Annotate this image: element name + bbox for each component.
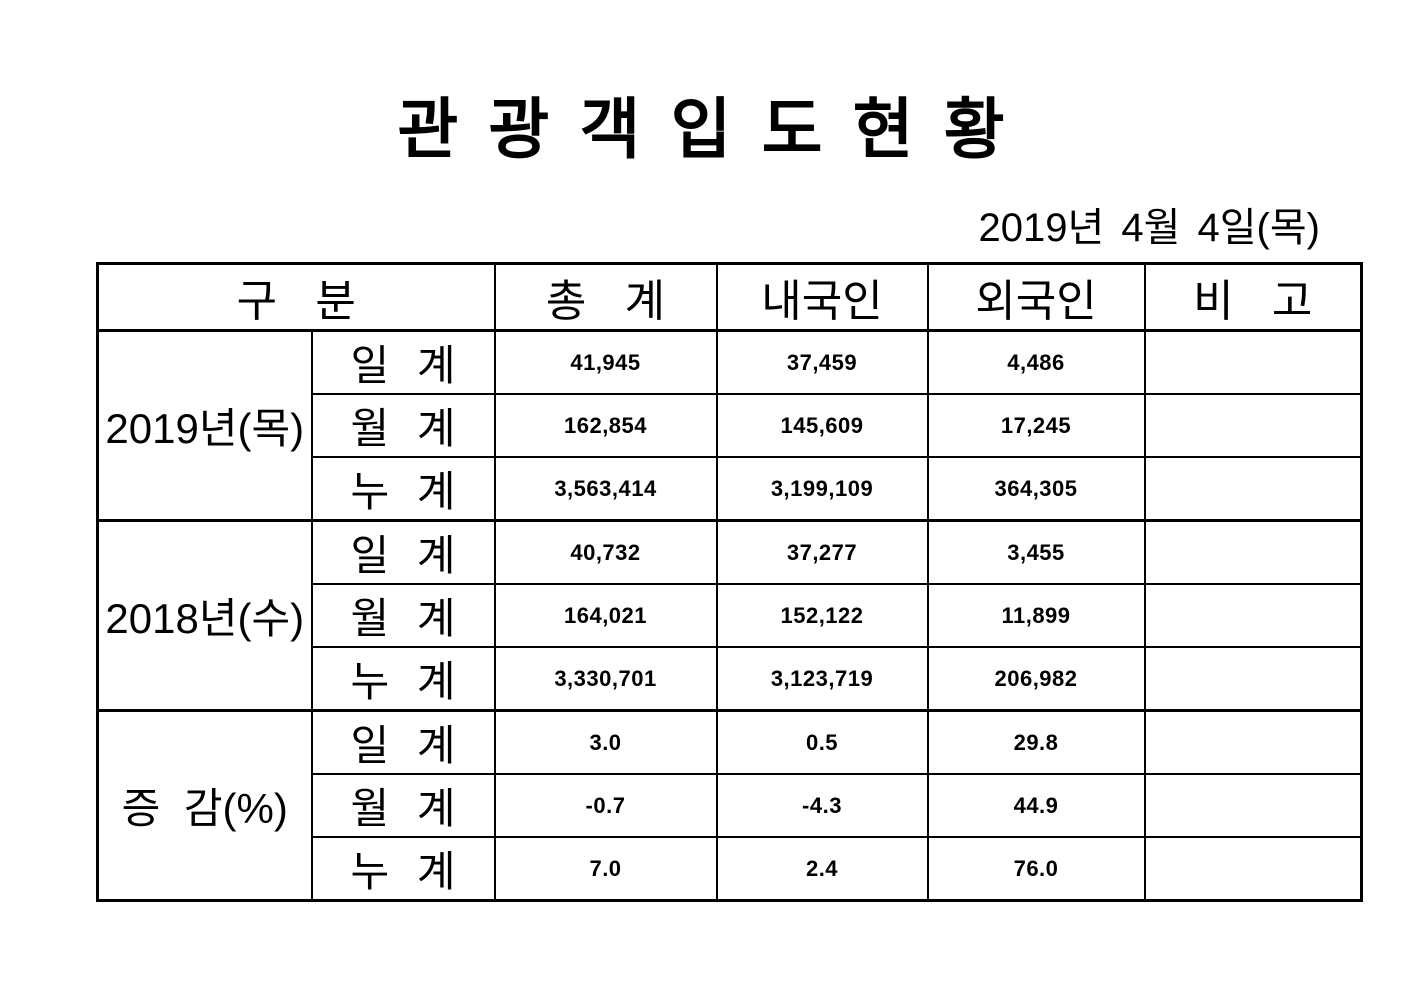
- table-row: 증 감(%) 일 계 3.0 0.5 29.8: [96, 709, 1363, 902]
- table-row: 월 계 164,021 152,122 11,899: [98, 583, 1363, 648]
- value-foreign: 29.8: [926, 709, 1146, 775]
- note-cell: [1143, 583, 1363, 648]
- header-domestic: 내국인: [715, 262, 929, 332]
- header-foreign: 외국인: [926, 262, 1146, 332]
- value-total: 7.0: [493, 836, 718, 902]
- document-page: 관 광 객 입 도 현 황 2019년 4월 4일(목) 구 분 총 계 내국인…: [0, 96, 1403, 992]
- value-domestic: 37,277: [715, 519, 929, 585]
- value-domestic: 3,123,719: [715, 646, 929, 712]
- table-row: 월 계 -0.7 -4.3 44.9: [98, 773, 1363, 838]
- value-foreign: 4,486: [926, 329, 1146, 395]
- header-total: 총 계: [493, 262, 718, 332]
- value-domestic: 37,459: [715, 329, 929, 395]
- value-foreign: 206,982: [926, 646, 1146, 712]
- header-note: 비 고: [1143, 262, 1363, 332]
- note-cell: [1143, 646, 1363, 712]
- value-foreign: 17,245: [926, 393, 1146, 458]
- value-foreign: 364,305: [926, 456, 1146, 522]
- value-domestic: -4.3: [715, 773, 929, 838]
- table-row: 누 계 3,563,414 3,199,109 364,305: [98, 456, 1363, 522]
- table-header-row: 구 분 총 계 내국인 외국인 비 고: [96, 262, 1363, 332]
- report-date: 2019년 4월 4일(목): [978, 206, 1320, 250]
- table-row: 2018년(수) 일 계 40,732 37,277 3,455: [96, 519, 1363, 712]
- note-cell: [1143, 709, 1363, 775]
- value-total: 40,732: [493, 519, 718, 585]
- page-title: 관 광 객 입 도 현 황: [397, 92, 1006, 166]
- row-label-monthly: 월 계: [310, 393, 496, 458]
- value-total: 164,021: [493, 583, 718, 648]
- value-foreign: 76.0: [926, 836, 1146, 902]
- table-row: 월 계 162,854 145,609 17,245: [98, 393, 1363, 458]
- group-label-2018: 2018년(수): [96, 519, 313, 712]
- value-total: 3,330,701: [493, 646, 718, 712]
- value-domestic: 152,122: [715, 583, 929, 648]
- note-cell: [1143, 773, 1363, 838]
- row-label-monthly: 월 계: [310, 773, 496, 838]
- value-foreign: 3,455: [926, 519, 1146, 585]
- header-category: 구 분: [96, 262, 496, 332]
- row-label-daily: 일 계: [310, 709, 496, 775]
- row-label-daily: 일 계: [310, 519, 496, 585]
- value-domestic: 3,199,109: [715, 456, 929, 522]
- note-cell: [1143, 456, 1363, 522]
- value-foreign: 11,899: [926, 583, 1146, 648]
- value-domestic: 145,609: [715, 393, 929, 458]
- table-row: 누 계 7.0 2.4 76.0: [98, 836, 1363, 902]
- value-total: 162,854: [493, 393, 718, 458]
- note-cell: [1143, 519, 1363, 585]
- row-label-cumulative: 누 계: [310, 646, 496, 712]
- value-total: 3,563,414: [493, 456, 718, 522]
- row-label-monthly: 월 계: [310, 583, 496, 648]
- note-cell: [1143, 329, 1363, 395]
- value-total: -0.7: [493, 773, 718, 838]
- row-label-daily: 일 계: [310, 329, 496, 395]
- tourist-arrival-table: 구 분 총 계 내국인 외국인 비 고 2019년(목) 일 계 41,945 …: [96, 262, 1363, 902]
- row-label-cumulative: 누 계: [310, 456, 496, 522]
- note-cell: [1143, 836, 1363, 902]
- value-domestic: 2.4: [715, 836, 929, 902]
- table-row: 누 계 3,330,701 3,123,719 206,982: [98, 646, 1363, 712]
- group-label-2019: 2019년(목): [96, 329, 313, 522]
- table-row: 2019년(목) 일 계 41,945 37,459 4,486: [96, 329, 1363, 522]
- value-domestic: 0.5: [715, 709, 929, 775]
- group-label-change-pct: 증 감(%): [96, 709, 313, 902]
- note-cell: [1143, 393, 1363, 458]
- value-total: 41,945: [493, 329, 718, 395]
- row-label-cumulative: 누 계: [310, 836, 496, 902]
- value-foreign: 44.9: [926, 773, 1146, 838]
- value-total: 3.0: [493, 709, 718, 775]
